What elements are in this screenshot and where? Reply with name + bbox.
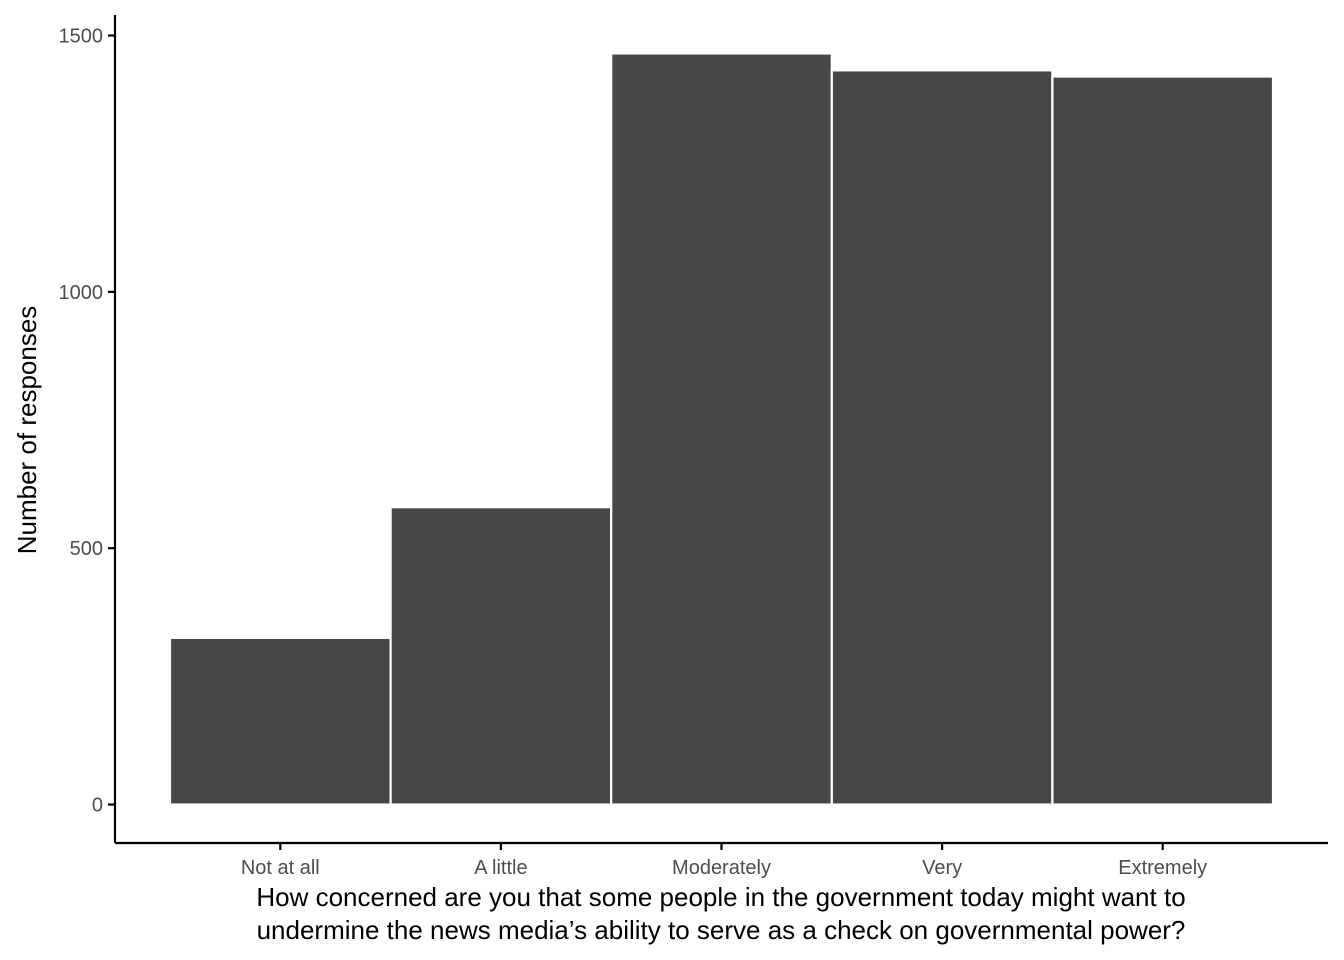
x-tick-label: A little (474, 857, 527, 879)
x-axis: Not at all A little Moderately Very Extremel… (115, 841, 1328, 879)
x-tick-label: Extremely (1118, 857, 1207, 879)
x-axis-title-line: undermine the news media’s ability to se… (257, 915, 1186, 945)
y-tick-label: 1500 (59, 26, 104, 48)
y-tick-label: 0 (92, 795, 103, 817)
bars (168, 52, 1275, 806)
bar-extremely (1051, 75, 1275, 806)
bar-very (830, 69, 1054, 806)
x-axis-title-line: How concerned are you that some people i… (256, 882, 1185, 912)
y-axis: 0 500 1000 1500 (59, 15, 117, 843)
x-axis-title: How concerned are you that some people i… (256, 882, 1185, 945)
x-tick-label: Not at all (241, 857, 320, 879)
y-axis-title: Number of responses (12, 306, 42, 555)
bar-moderately (610, 52, 833, 806)
bar-not-at-all (168, 636, 392, 806)
bar-a-little (389, 506, 613, 806)
y-tick-label: 1000 (59, 282, 104, 304)
y-tick-label: 500 (70, 538, 103, 560)
x-tick-label: Moderately (672, 857, 771, 879)
x-tick-label: Very (922, 857, 962, 879)
